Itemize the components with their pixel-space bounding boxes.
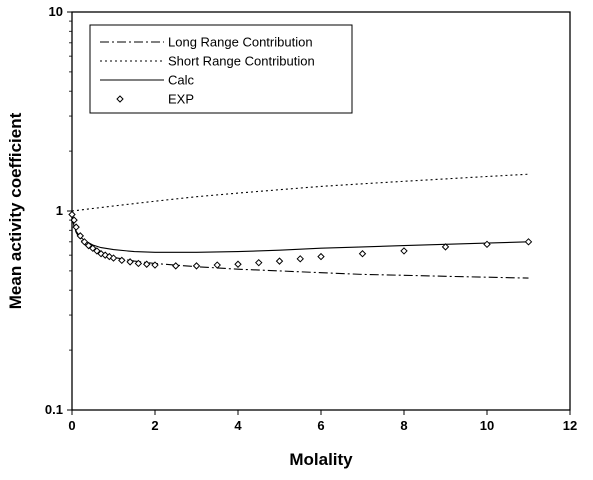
legend: Long Range Contribution Short Range Contr… <box>89 24 353 114</box>
exp-data-point <box>255 258 263 267</box>
exp-data-point <box>192 262 201 270</box>
legend-marker-exp <box>116 95 124 103</box>
exp-data-point <box>296 255 304 263</box>
x-tick-label: 8 <box>400 418 407 433</box>
exp-data-point <box>134 259 143 268</box>
exp-data-point <box>213 261 221 269</box>
exp-data-point <box>101 251 109 259</box>
exp-data-point <box>80 238 89 246</box>
legend-label: Short Range Contribution <box>168 54 315 69</box>
short-range-line <box>71 173 529 212</box>
legend-label: EXP <box>168 92 194 107</box>
exp-data-point <box>234 260 242 268</box>
exp-data-point <box>400 247 408 255</box>
exp-data-point <box>70 216 78 224</box>
legend-label: Calc <box>168 73 195 88</box>
exp-data-point <box>76 232 85 240</box>
exp-data-point <box>126 258 134 266</box>
x-tick-label: 12 <box>563 418 577 433</box>
y-tick-label: 0.1 <box>45 402 63 417</box>
legend-label: Long Range Contribution <box>168 35 313 50</box>
exp-data-point <box>89 244 97 252</box>
exp-data-point <box>109 254 118 262</box>
calc-line <box>71 213 529 253</box>
exp-data-point <box>441 243 450 251</box>
x-tick-label: 10 <box>480 418 494 433</box>
exp-data-point <box>142 260 151 268</box>
ticks-layer: 0 2 4 6 8 10 12 0.1 1 10 <box>45 4 577 433</box>
exp-data-point <box>68 210 76 219</box>
y-tick-label: 10 <box>49 4 63 19</box>
exp-data-point <box>524 238 533 246</box>
exp-data-point <box>317 252 325 261</box>
exp-data-point <box>358 250 367 258</box>
x-tick-label: 6 <box>317 418 324 433</box>
exp-data-point <box>483 240 491 249</box>
x-axis-title: Molality <box>289 450 353 469</box>
exp-data-point <box>151 261 159 269</box>
x-tick-label: 4 <box>234 418 242 433</box>
y-axis-title: Mean activity coefficient <box>6 112 25 309</box>
exp-data-point <box>93 247 101 255</box>
x-tick-label: 2 <box>151 418 158 433</box>
x-tick-label: 0 <box>68 418 75 433</box>
series-layer <box>68 173 533 279</box>
exp-data-point <box>275 257 284 265</box>
exp-data-point <box>172 262 180 270</box>
y-tick-label: 1 <box>56 203 63 218</box>
exp-data-point <box>72 223 80 231</box>
exp-data-point <box>118 256 126 265</box>
exp-data-point <box>84 241 93 250</box>
legend-box <box>89 24 353 114</box>
